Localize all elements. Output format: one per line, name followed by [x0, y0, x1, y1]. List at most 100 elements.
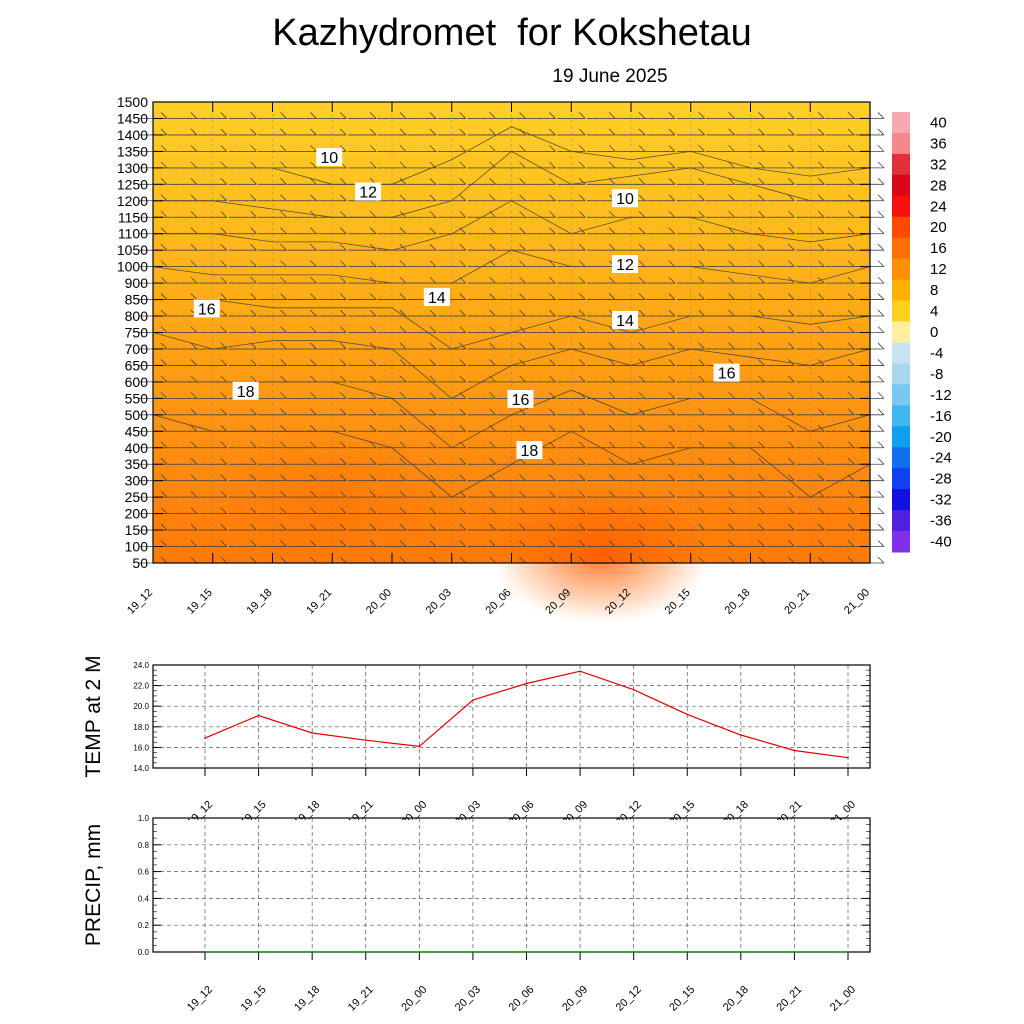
- wind-barb: [766, 507, 795, 515]
- wind-barb: [378, 375, 407, 383]
- y-tick-label: 300: [125, 473, 149, 489]
- wind-barb: [527, 342, 556, 350]
- contour-label-box: [612, 189, 639, 208]
- wind-barb: [467, 276, 496, 284]
- wind-barb: [437, 408, 467, 416]
- x-tick-label: 19_21: [346, 984, 376, 1014]
- data-point: [847, 951, 849, 953]
- wind-barb: [437, 309, 467, 317]
- wind-barb: [676, 375, 706, 383]
- data-point: [525, 682, 528, 685]
- wind-barb: [557, 161, 586, 169]
- wind-barb: [766, 210, 795, 218]
- wind-barb: [288, 375, 317, 383]
- wind-barb: [736, 392, 765, 399]
- colorbar-label: -24: [930, 450, 952, 467]
- wind-barb: [318, 276, 347, 284]
- wind-barb: [288, 227, 317, 235]
- wind-barb: [348, 540, 377, 547]
- wind-barb: [437, 425, 467, 432]
- data-point: [793, 749, 796, 752]
- wind-barb: [527, 161, 556, 169]
- wind-barb: [378, 210, 407, 218]
- chart-date: 19 June 2025: [552, 66, 668, 87]
- wind-barb: [198, 490, 228, 498]
- wind-barb: [467, 161, 496, 169]
- wind-barb: [646, 260, 676, 268]
- contour-label: 18: [237, 384, 255, 401]
- wind-barb: [796, 260, 825, 268]
- colorbar-label: 36: [930, 135, 947, 152]
- wind-barb: [288, 507, 317, 515]
- wind-barb: [228, 145, 257, 152]
- wind-barb: [676, 194, 706, 202]
- wind-barb: [228, 309, 257, 317]
- wind-barb: [587, 178, 616, 185]
- wind-barb: [706, 227, 735, 235]
- colorbar-label: 20: [930, 219, 947, 236]
- colorbar-label: -36: [930, 513, 952, 530]
- wind-barb: [736, 243, 765, 251]
- colorbar-swatch: [892, 510, 910, 532]
- y-tick-label: 50: [132, 555, 148, 571]
- wind-barb: [646, 457, 676, 465]
- wind-barb: [497, 161, 526, 169]
- wind-barb: [766, 276, 795, 284]
- wind-barb: [527, 375, 556, 383]
- wind-barb: [228, 441, 257, 449]
- wind-barb: [228, 425, 257, 432]
- wind-barb: [198, 474, 228, 482]
- wind-barb: [587, 227, 616, 235]
- wind-barb: [676, 276, 706, 284]
- wind-barb: [676, 490, 706, 498]
- wind-barb: [258, 309, 287, 317]
- wind-barb: [497, 540, 526, 547]
- chart-frame: [152, 817, 871, 953]
- wind-barb: [228, 474, 257, 482]
- wind-barb: [318, 408, 347, 416]
- wind-barb: [587, 540, 616, 547]
- wind-barb: [766, 309, 795, 317]
- wind-barb: [736, 210, 765, 218]
- wind-barb: [796, 425, 825, 432]
- colorbar-label: 16: [930, 240, 947, 257]
- wind-barb: [497, 293, 526, 300]
- wind-barb: [378, 474, 407, 482]
- wind-barb: [467, 227, 496, 235]
- x-tick-label: 19_18: [292, 984, 322, 1014]
- wind-barb: [348, 161, 377, 169]
- wind-barb: [378, 243, 407, 251]
- wind-barb: [646, 392, 676, 399]
- wind-barb: [318, 210, 347, 218]
- wind-barb: [258, 227, 287, 235]
- wind-barb: [617, 474, 646, 482]
- wind-barb: [168, 276, 198, 284]
- wind-barb: [258, 375, 287, 383]
- colorbar-swatch: [892, 405, 910, 427]
- wind-barb: [168, 145, 198, 152]
- wind-barb: [497, 425, 526, 432]
- wind-barb: [168, 441, 198, 449]
- wind-barb: [766, 342, 795, 350]
- wind-barb: [527, 408, 556, 416]
- wind-barb: [258, 457, 287, 465]
- chart-frame: [152, 664, 871, 769]
- wind-barb: [407, 309, 437, 317]
- wind-barb: [527, 276, 556, 284]
- contour-label-box: [355, 182, 382, 201]
- wind-barb: [706, 326, 735, 333]
- wind-barb: [258, 178, 287, 185]
- wind-barb: [826, 210, 855, 218]
- wind-barb: [617, 342, 646, 350]
- x-tick-label: 21_00: [828, 984, 858, 1014]
- wind-barb: [258, 243, 287, 251]
- wind-barb: [198, 145, 228, 152]
- wind-barb: [378, 194, 407, 202]
- chart-title: Kazhydromet for Kokshetau: [272, 12, 752, 54]
- wind-barb: [258, 128, 287, 136]
- wind-barb: [467, 210, 496, 218]
- wind-barb: [407, 425, 437, 432]
- wind-barb: [617, 326, 646, 333]
- wind-barb: [796, 408, 825, 416]
- wind-barb: [168, 227, 198, 235]
